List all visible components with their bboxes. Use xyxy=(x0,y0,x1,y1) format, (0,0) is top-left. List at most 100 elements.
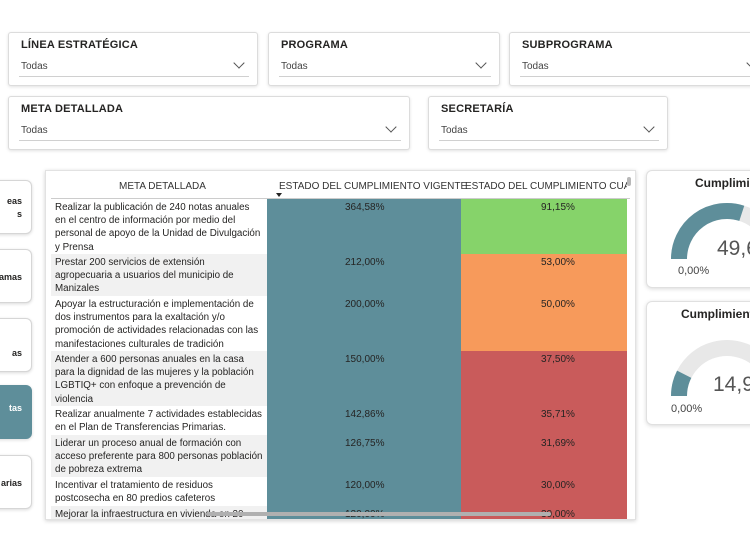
nav-label: amas xyxy=(0,272,22,282)
cell-value: 142,86% xyxy=(345,409,385,420)
cell-value: 30,00% xyxy=(541,509,575,520)
chevron-down-icon xyxy=(385,121,397,133)
cell-meta-detallada: Realizar anualmente 7 actividades establ… xyxy=(55,409,262,434)
cell-estado-vigente: 212,00% xyxy=(267,254,461,296)
filter-subprograma: SUBPROGRAMA Todas xyxy=(509,32,750,86)
cell-value: 37,50% xyxy=(541,354,575,365)
gauge-min-label: 0,00% xyxy=(678,265,710,277)
chevron-down-icon xyxy=(643,121,655,133)
nav-label: arias xyxy=(0,478,22,488)
cell-value: 150,00% xyxy=(345,354,385,365)
cell-estado-vigente: 126,75% xyxy=(267,435,461,477)
filter-title: PROGRAMA xyxy=(281,39,348,51)
cell-estado-cuatrienio: 31,69% xyxy=(461,435,627,477)
cell-value: 120,00% xyxy=(345,480,385,491)
cell-meta-detallada: Apoyar la estructuración e implementació… xyxy=(55,299,259,350)
filter-linea-estrategica: LÍNEA ESTRATÉGICA Todas xyxy=(8,32,258,86)
cell-value: 31,69% xyxy=(541,438,575,449)
cell-meta-detallada: Liderar un proceso anual de formación co… xyxy=(55,438,263,476)
cell-estado-vigente: 142,86% xyxy=(267,406,461,435)
cell-value: 30,00% xyxy=(541,480,575,491)
filter-meta-detallada: META DETALLADA Todas xyxy=(8,96,410,150)
table-row[interactable]: Incentivar el tratamiento de residuos po… xyxy=(51,477,627,506)
cell-value: 200,00% xyxy=(345,299,385,310)
dropdown-value: Todas xyxy=(522,61,549,72)
metas-table: META DETALLADA ESTADO DEL CUMPLIMIENTO V… xyxy=(45,170,636,520)
cell-estado-cuatrienio: 50,00% xyxy=(461,296,627,351)
cell-meta-detallada: Prestar 200 servicios de extensión agrop… xyxy=(55,257,234,295)
programa-dropdown[interactable]: Todas xyxy=(279,56,491,77)
filter-programa: PROGRAMA Todas xyxy=(268,32,500,86)
gauge-chart xyxy=(670,340,750,397)
nav-button-lineas[interactable]: eas s xyxy=(0,180,32,234)
filter-title: LÍNEA ESTRATÉGICA xyxy=(21,39,139,51)
nav-label: eas xyxy=(6,196,22,206)
cell-value: 126,75% xyxy=(345,438,385,449)
cell-meta-detallada: Realizar la publicación de 240 notas anu… xyxy=(55,202,261,253)
cell-value: 35,71% xyxy=(541,409,575,420)
table-row[interactable]: Apoyar la estructuración e implementació… xyxy=(51,296,627,351)
nav-button-programas[interactable]: amas xyxy=(0,249,32,303)
dropdown-value: Todas xyxy=(21,61,48,72)
cell-estado-vigente: 150,00% xyxy=(267,351,461,406)
cell-meta-detallada: Incentivar el tratamiento de residuos po… xyxy=(55,480,216,505)
cell-meta-detallada: Mejorar la infraestructura en vivienda e… xyxy=(55,509,244,520)
filter-title: SUBPROGRAMA xyxy=(522,39,613,51)
dropdown-value: Todas xyxy=(281,61,308,72)
cell-estado-cuatrienio: 53,00% xyxy=(461,254,627,296)
table-row[interactable]: Realizar anualmente 7 actividades establ… xyxy=(51,406,627,435)
nav-button-metas[interactable]: tas xyxy=(0,385,32,439)
cell-value: 53,00% xyxy=(541,257,575,268)
cell-estado-vigente: 364,58% xyxy=(267,199,461,254)
filter-title: META DETALLADA xyxy=(21,103,124,115)
gauge-fill xyxy=(671,203,745,260)
gauge-card-cuatrienio: Cumplimient 14,9 0,00% xyxy=(646,301,750,425)
nav-label: as xyxy=(11,348,22,358)
cell-estado-vigente: 200,00% xyxy=(267,296,461,351)
gauge-value: 14,9 xyxy=(713,373,750,396)
gauge-value: 49,6 xyxy=(717,237,750,260)
table-row[interactable]: Liderar un proceso anual de formación co… xyxy=(51,435,627,477)
meta-detallada-dropdown[interactable]: Todas xyxy=(19,120,401,141)
gauge-title: Cumplimient xyxy=(681,307,750,321)
dropdown-value: Todas xyxy=(441,125,468,136)
cell-estado-cuatrienio: 37,50% xyxy=(461,351,627,406)
chevron-down-icon xyxy=(746,57,750,69)
secretaria-dropdown[interactable]: Todas xyxy=(439,120,659,141)
table-header: META DETALLADA ESTADO DEL CUMPLIMIENTO V… xyxy=(51,174,630,199)
table-row[interactable]: Atender a 600 personas anuales en la cas… xyxy=(51,351,627,406)
column-header-meta[interactable]: META DETALLADA xyxy=(119,181,206,192)
cell-estado-cuatrienio: 91,15% xyxy=(461,199,627,254)
gauge-fill xyxy=(670,370,692,397)
column-header-vigente[interactable]: ESTADO DEL CUMPLIMIENTO VIGENTE xyxy=(279,181,468,192)
cell-estado-cuatrienio: 35,71% xyxy=(461,406,627,435)
nav-button-secretarias[interactable]: arias xyxy=(0,455,32,509)
gauge-chart xyxy=(671,203,750,260)
gauge-title: Cumplimient xyxy=(695,176,750,190)
sort-descending-icon xyxy=(276,193,282,197)
linea-estrategica-dropdown[interactable]: Todas xyxy=(19,56,249,77)
chevron-down-icon xyxy=(233,57,245,69)
cell-meta-detallada: Atender a 600 personas anuales en la cas… xyxy=(55,354,254,405)
cell-value: 50,00% xyxy=(541,299,575,310)
vertical-scrollbar[interactable] xyxy=(627,177,631,186)
cell-estado-cuatrienio: 30,00% xyxy=(461,477,627,506)
horizontal-scrollbar[interactable] xyxy=(206,512,551,516)
chevron-down-icon xyxy=(475,57,487,69)
cell-value: 212,00% xyxy=(345,257,385,268)
filter-title: SECRETARÍA xyxy=(441,103,514,115)
table-row[interactable]: Realizar la publicación de 240 notas anu… xyxy=(51,199,627,254)
dropdown-value: Todas xyxy=(21,125,48,136)
gauge-min-label: 0,00% xyxy=(671,403,703,415)
nav-label: tas xyxy=(8,403,22,413)
column-header-cuatrienio[interactable]: ESTADO DEL CUMPLIMIENTO CUATR xyxy=(465,181,627,192)
nav-label: s xyxy=(16,209,22,219)
filter-secretaria: SECRETARÍA Todas xyxy=(428,96,668,150)
cell-value: 91,15% xyxy=(541,202,575,213)
cell-value: 364,58% xyxy=(345,202,385,213)
cell-estado-vigente: 120,00% xyxy=(267,477,461,506)
gauge-card-vigente: Cumplimient 49,6 0,00% xyxy=(646,170,750,288)
nav-button-subprogramas[interactable]: as xyxy=(0,318,32,372)
subprograma-dropdown[interactable]: Todas xyxy=(520,56,750,77)
table-row[interactable]: Prestar 200 servicios de extensión agrop… xyxy=(51,254,627,296)
